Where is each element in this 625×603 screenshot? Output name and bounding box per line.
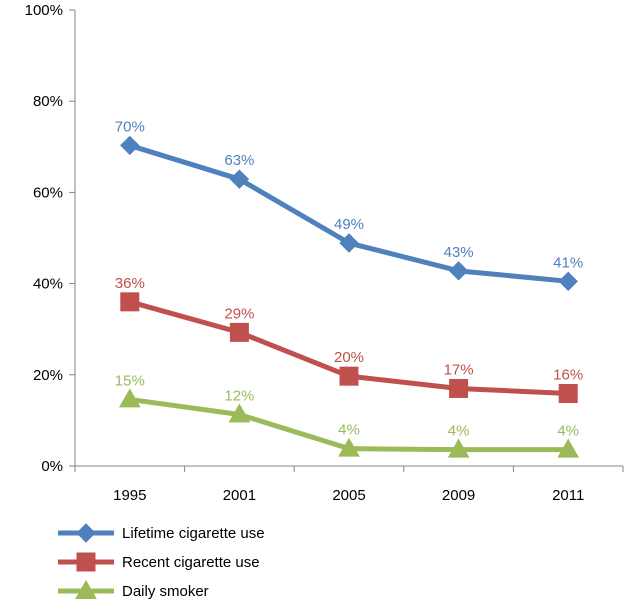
data-point xyxy=(229,322,249,342)
data-label: 70% xyxy=(115,118,145,135)
x-tick-label: 2005 xyxy=(332,487,365,504)
data-label: 17% xyxy=(444,361,474,378)
data-point xyxy=(228,403,251,423)
data-point xyxy=(449,378,469,398)
data-point xyxy=(120,292,140,312)
y-tick-label: 40% xyxy=(33,276,63,293)
data-label: 16% xyxy=(553,366,583,383)
data-label: 36% xyxy=(115,275,145,292)
data-point xyxy=(120,135,140,156)
data-label: 63% xyxy=(224,152,254,169)
chart-legend: Lifetime cigarette use Recent cigarette u… xyxy=(58,523,265,600)
chart-series: 70% 63% 49% 43% 41% 36% 29% 20% 17% 16% 15% 12% 4% 4%… xyxy=(115,118,583,458)
legend-label: Daily smoker xyxy=(122,583,209,600)
legend-marker xyxy=(76,552,96,572)
data-label: 15% xyxy=(115,372,145,389)
series-line xyxy=(129,143,569,284)
y-tick-label: 100% xyxy=(25,2,63,19)
data-label: 29% xyxy=(224,305,254,322)
legend-label: Recent cigarette use xyxy=(122,554,260,571)
y-tick-label: 60% xyxy=(33,184,63,201)
x-tick-label: 2011 xyxy=(552,487,584,504)
legend-marker xyxy=(76,523,96,543)
legend-item-2: Daily smoker xyxy=(58,579,209,600)
x-tick-label: 2001 xyxy=(223,487,256,504)
data-point xyxy=(338,437,360,457)
data-label: 12% xyxy=(224,387,254,404)
series-2: 15% 12% 4% 4% 4% xyxy=(115,372,580,458)
data-label: 43% xyxy=(444,244,474,261)
data-point xyxy=(557,438,580,458)
legend-marker xyxy=(75,579,97,599)
y-tick-label: 20% xyxy=(33,367,63,384)
legend-item-1: Recent cigarette use xyxy=(58,552,260,572)
legend-label: Lifetime cigarette use xyxy=(122,525,265,542)
data-point xyxy=(339,366,359,386)
y-tick-label: 80% xyxy=(33,93,63,110)
data-point xyxy=(339,233,359,253)
data-label: 4% xyxy=(448,423,470,440)
legend-item-0: Lifetime cigarette use xyxy=(58,523,265,543)
data-label: 20% xyxy=(334,349,364,366)
chart-axes: 0% 20% 40% 60% 80% 100% 1995 2001 2005 2009 2011 xyxy=(25,2,624,504)
y-tick-label: 0% xyxy=(41,458,63,475)
data-point xyxy=(558,383,578,403)
data-point xyxy=(448,261,469,281)
x-tick-label: 1995 xyxy=(113,487,146,504)
data-point xyxy=(229,169,250,189)
series-0: 70% 63% 49% 43% 41% xyxy=(115,118,583,292)
x-tick-label: 2009 xyxy=(442,487,475,504)
data-label: 49% xyxy=(334,216,364,233)
series-1: 36% 29% 20% 17% 16% xyxy=(115,275,583,403)
data-point xyxy=(118,388,141,408)
data-label: 4% xyxy=(557,423,579,440)
data-label: 41% xyxy=(553,254,583,271)
data-label: 4% xyxy=(338,422,360,439)
data-point xyxy=(447,438,470,458)
data-point xyxy=(558,271,578,292)
